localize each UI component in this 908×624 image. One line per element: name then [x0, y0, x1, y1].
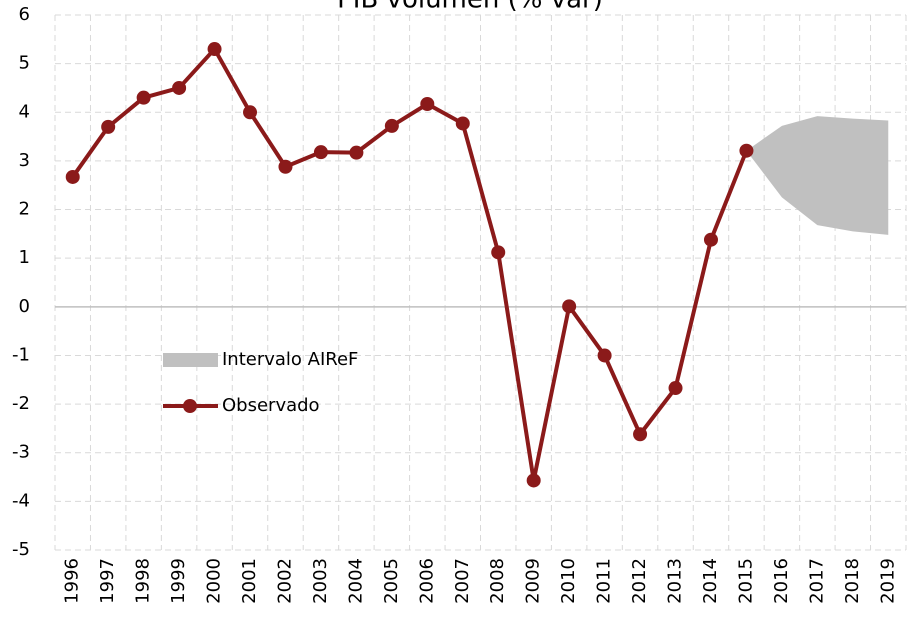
x-tick-label: 2004 — [345, 558, 366, 604]
y-tick-label: 3 — [19, 150, 30, 171]
point — [172, 80, 187, 95]
point — [703, 232, 718, 247]
point — [597, 348, 612, 363]
x-tick-label: 2013 — [665, 558, 686, 604]
point — [420, 97, 435, 112]
point — [136, 90, 151, 105]
legend-swatch — [183, 399, 197, 413]
x-tick-label: 2014 — [700, 558, 721, 604]
chart-title: PIB volumen (% var) — [337, 0, 603, 15]
y-tick-label: 4 — [19, 101, 30, 122]
point — [739, 143, 754, 158]
x-tick-label: 1996 — [62, 558, 83, 604]
legend-label: Intervalo AIReF — [222, 349, 358, 370]
x-tick-label: 2008 — [487, 558, 508, 604]
x-tick-label: 2010 — [558, 558, 579, 604]
y-tick-label: -3 — [12, 442, 30, 463]
legend-label: Observado — [222, 395, 320, 416]
point — [562, 299, 577, 314]
y-tick-label: -4 — [12, 490, 30, 511]
y-tick-label: -1 — [12, 344, 30, 365]
x-tick-label: 2005 — [381, 558, 402, 604]
y-tick-label: 5 — [19, 53, 30, 74]
x-tick-label: 2012 — [629, 558, 650, 604]
y-tick-label: -5 — [12, 539, 30, 560]
x-tick-label: 2019 — [877, 558, 898, 604]
y-tick-label: 6 — [19, 4, 30, 25]
point — [313, 145, 328, 160]
point — [65, 169, 80, 184]
y-tick-label: 1 — [19, 247, 30, 268]
y-tick-label: 2 — [19, 199, 30, 220]
point — [349, 145, 364, 160]
legend-swatch — [163, 353, 218, 367]
x-tick-label: 2000 — [204, 558, 225, 604]
x-tick-label: 1999 — [168, 558, 189, 604]
x-tick-label: 2018 — [842, 558, 863, 604]
point — [526, 473, 541, 488]
x-tick-label: 2007 — [452, 558, 473, 604]
point — [633, 427, 648, 442]
x-tick-label: 2009 — [523, 558, 544, 604]
point — [207, 42, 222, 57]
y-tick-label: -2 — [12, 393, 30, 414]
point — [491, 245, 506, 260]
point — [278, 159, 293, 174]
x-tick-label: 2011 — [594, 558, 615, 604]
interval-band — [746, 116, 889, 235]
point — [101, 119, 116, 134]
x-tick-label: 2001 — [239, 558, 260, 604]
x-tick-label: 1997 — [97, 558, 118, 604]
series-line — [71, 47, 749, 483]
point — [668, 381, 683, 396]
y-tick-label: 0 — [19, 296, 30, 317]
x-tick-label: 2015 — [735, 558, 756, 604]
point — [243, 105, 258, 120]
x-tick-label: 2016 — [771, 558, 792, 604]
x-tick-label: 2002 — [274, 558, 295, 604]
x-tick-label: 2006 — [416, 558, 437, 604]
point — [455, 116, 470, 131]
x-tick-label: 1998 — [133, 558, 154, 604]
x-tick-label: 2003 — [310, 558, 331, 604]
x-tick-label: 2017 — [806, 558, 827, 604]
point — [384, 118, 399, 133]
